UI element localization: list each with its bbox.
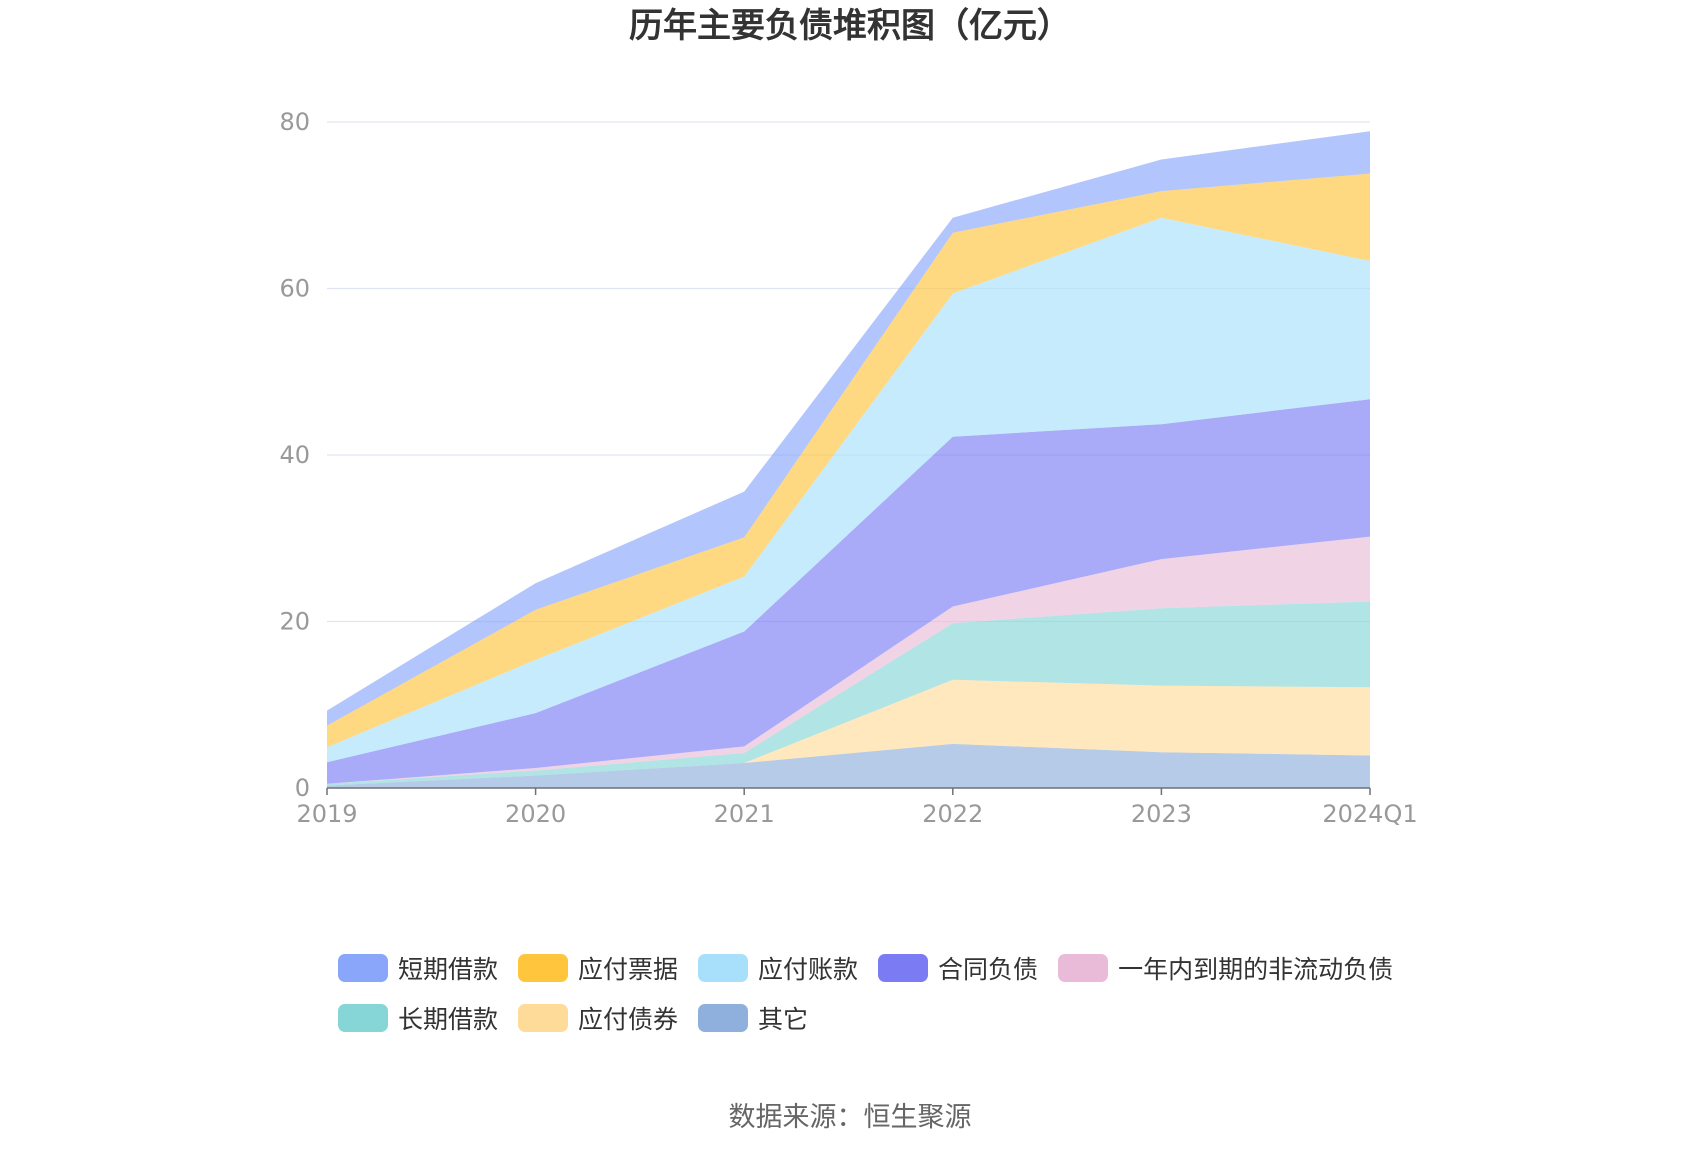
x-tick-label: 2019 bbox=[296, 800, 357, 828]
legend-label: 应付票据 bbox=[578, 955, 679, 984]
legend-item[interactable]: 应付债券 bbox=[518, 1000, 678, 1036]
legend-label: 合同负债 bbox=[938, 955, 1039, 984]
legend-label: 长期借款 bbox=[398, 1005, 499, 1034]
legend-item[interactable]: 短期借款 bbox=[338, 950, 498, 986]
x-tick-label: 2020 bbox=[505, 800, 566, 828]
legend-swatch bbox=[1058, 954, 1109, 982]
axis-layer: 0 20 40 60 80 2019 2020 2021 2022 2023 2024Q1 bbox=[279, 108, 1417, 828]
legend-item[interactable]: 一年内到期的非流动负债 bbox=[1058, 950, 1393, 986]
legend-label: 一年内到期的非流动负债 bbox=[1118, 955, 1394, 984]
x-tick-label: 2024Q1 bbox=[1322, 800, 1417, 828]
y-tick-label: 60 bbox=[279, 275, 310, 303]
legend-swatch bbox=[518, 954, 569, 982]
area-series-2[interactable] bbox=[327, 601, 1370, 786]
legend-swatch bbox=[338, 954, 388, 982]
x-tick-label: 2021 bbox=[714, 800, 775, 828]
area-series-1[interactable] bbox=[327, 679, 1370, 786]
y-tick-label: 40 bbox=[279, 441, 310, 469]
chart-title: 历年主要负债堆积图（亿元） bbox=[629, 6, 1071, 46]
legend-label: 应付账款 bbox=[758, 955, 859, 984]
source-note: 数据来源：恒生聚源 bbox=[728, 1102, 972, 1133]
legend-label: 其它 bbox=[758, 1005, 809, 1034]
legend-swatch bbox=[698, 1004, 749, 1032]
area-layer bbox=[327, 131, 1370, 788]
y-tick-label: 0 bbox=[295, 774, 310, 802]
x-tick-label: 2023 bbox=[1131, 800, 1192, 828]
legend-item[interactable]: 应付账款 bbox=[698, 950, 858, 986]
legend-row-1: 短期借款 应付票据 应付账款 合同负债 一年内到期的非流动负债 bbox=[338, 952, 1438, 984]
legend-item[interactable]: 应付票据 bbox=[518, 950, 678, 986]
legend-label: 短期借款 bbox=[398, 955, 499, 984]
legend-item[interactable]: 长期借款 bbox=[338, 1000, 498, 1036]
legend-swatch bbox=[698, 954, 749, 982]
legend-item[interactable]: 其它 bbox=[698, 1000, 808, 1036]
area-series-7[interactable] bbox=[327, 131, 1370, 726]
legend-swatch bbox=[878, 954, 929, 982]
y-tick-label: 20 bbox=[279, 608, 310, 636]
legend: 短期借款 应付票据 应付账款 合同负债 一年内到期的非流动负债 长期借款 应付债券 其它 bbox=[338, 952, 1438, 1052]
legend-row-2: 长期借款 应付债券 其它 bbox=[338, 1002, 1438, 1034]
legend-item[interactable]: 合同负债 bbox=[878, 950, 1038, 986]
area-series-5[interactable] bbox=[327, 217, 1370, 763]
area-series-4[interactable] bbox=[327, 399, 1370, 784]
area-series-3[interactable] bbox=[327, 536, 1370, 784]
legend-swatch bbox=[518, 1004, 569, 1032]
area-series-0[interactable] bbox=[327, 743, 1370, 788]
legend-swatch bbox=[338, 1004, 388, 1032]
y-tick-label: 80 bbox=[279, 108, 310, 136]
area-series-6[interactable] bbox=[327, 173, 1370, 748]
legend-label: 应付债券 bbox=[578, 1005, 679, 1034]
x-tick-label: 2022 bbox=[922, 800, 983, 828]
